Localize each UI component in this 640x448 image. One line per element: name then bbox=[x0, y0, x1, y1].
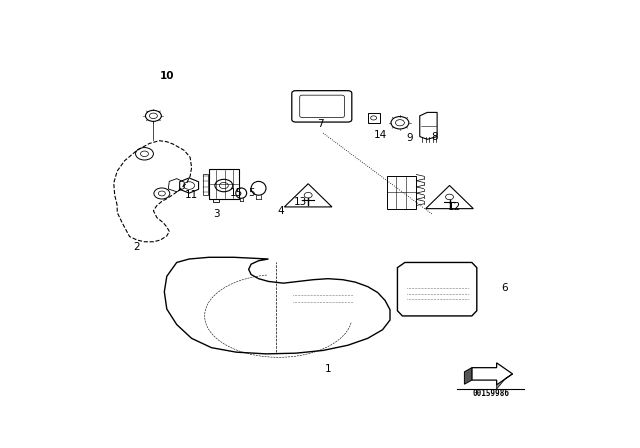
Text: 3: 3 bbox=[213, 209, 220, 219]
Text: 8: 8 bbox=[431, 132, 438, 142]
Text: 12: 12 bbox=[448, 202, 461, 212]
Text: 4: 4 bbox=[278, 206, 284, 216]
Polygon shape bbox=[472, 363, 513, 385]
Text: 14: 14 bbox=[374, 130, 387, 140]
Text: 10: 10 bbox=[159, 71, 174, 81]
Text: 11: 11 bbox=[185, 190, 198, 200]
Polygon shape bbox=[497, 374, 513, 389]
Polygon shape bbox=[465, 368, 472, 384]
Text: 13: 13 bbox=[294, 197, 307, 207]
Text: 15: 15 bbox=[230, 189, 243, 198]
Text: 6: 6 bbox=[500, 283, 508, 293]
Text: 2: 2 bbox=[134, 242, 140, 252]
Text: 7: 7 bbox=[317, 120, 324, 129]
Text: 1: 1 bbox=[324, 364, 332, 375]
Text: 5: 5 bbox=[248, 189, 255, 198]
Text: 9: 9 bbox=[406, 133, 413, 143]
Text: 00159986: 00159986 bbox=[472, 389, 509, 398]
